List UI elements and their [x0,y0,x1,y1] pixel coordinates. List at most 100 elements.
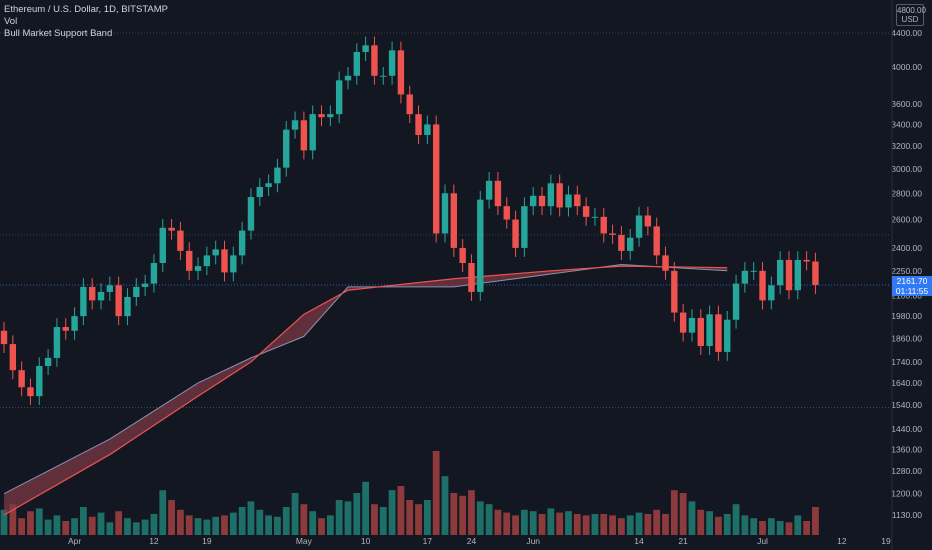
volume-bar [459,495,467,535]
volume-bar [9,504,17,535]
candle-body [530,195,537,207]
candle-body [335,80,343,115]
volume-bar [529,511,537,535]
price-axis[interactable]: 4400.00 4000.00 3600.00 3400.00 3200.00 3000.… [891,28,922,520]
price-tick-label: 1860.00 [891,333,922,343]
volume-bar [618,518,625,535]
volume-bars [0,451,819,535]
candle-body [512,219,519,248]
candle-body [203,255,211,267]
volume-bar [785,522,793,535]
candle-body [97,291,105,301]
candle-body [785,259,793,291]
volume-bar [503,512,511,535]
volume-bar [309,511,317,535]
volume-bar [132,522,140,535]
candle-body [697,317,704,347]
volume-bar [397,486,405,535]
candle-body [477,199,484,292]
time-tick-label: 19 [881,536,891,546]
volume-bar [203,519,211,535]
time-tick-label: Jul [757,536,768,546]
price-tick-label: 1200.00 [891,489,922,499]
time-tick-label: Jun [526,536,540,546]
candle-body [812,261,819,285]
currency-badge[interactable]: 4800.00 USD [896,4,926,26]
price-tick-label: 3400.00 [891,119,922,129]
symbol-title[interactable]: Ethereum / U.S. Dollar, 1D, BITSTAMP [4,4,169,15]
candle-body [591,216,599,218]
candle-body [441,193,449,234]
volume-legend[interactable]: Vol [4,16,18,27]
candle-body [653,226,660,256]
candle-body [62,327,69,331]
candle-body [671,270,678,313]
candle-body [80,286,87,317]
candle-body [724,319,731,352]
volume-bar [212,516,220,535]
indicator-legend[interactable]: Bull Market Support Band [4,28,113,39]
candle-body [159,227,166,264]
volume-bar [582,515,590,535]
candle-body [71,316,78,331]
volume-bar [88,516,96,535]
volume-bar [247,501,255,535]
volume-bar [803,521,811,535]
candle-body [406,94,413,115]
price-tick-label: 1360.00 [891,444,922,454]
volume-bar [423,500,431,535]
candle-body [36,366,43,397]
candle-body [256,186,263,198]
time-tick-label: 14 [634,536,644,546]
candle-body [776,259,784,286]
volume-bar [767,518,775,535]
candle-body [794,259,801,291]
volume-bar [185,515,193,535]
volume-bar [318,518,325,535]
volume-bar [256,509,264,535]
time-tick-label: 17 [423,536,433,546]
candle-body [44,357,52,367]
candle-body [424,124,431,136]
candle-body [715,314,722,352]
candle-body [521,206,528,248]
volume-bar [741,515,749,535]
bar-countdown: 01:11:55 [895,285,929,296]
volume-bar [0,509,8,535]
candle-body [89,286,96,301]
time-tick-label: 12 [837,536,847,546]
volume-bar [653,509,661,535]
candle-body [221,249,228,273]
volume-bar [282,507,290,535]
candle-body [459,247,466,264]
candle-body [450,193,458,248]
time-axis[interactable]: Apr 12 19 May 10 17 24 Jun 14 21 Jul 12 19 [68,536,891,546]
candle-body [582,206,590,217]
currency-top-price: 4800.00 [897,6,926,15]
volume-bar [600,514,608,535]
volume-bar [538,514,546,535]
price-tick-label: 2600.00 [891,215,922,225]
price-tick-label: 4000.00 [891,62,922,72]
candle-body [133,286,140,297]
candle-body [627,237,634,251]
candle-body [485,180,493,200]
volume-bar [750,518,758,535]
price-tick-label: 4400.00 [891,28,922,38]
candle-body [300,120,308,151]
price-tick-label: 1980.00 [891,311,922,321]
volume-bar [476,501,484,535]
price-tick-label: 2400.00 [891,243,922,253]
candle-body [124,296,131,317]
volume-bar [520,509,528,535]
candle-body [344,75,352,81]
candle-body [750,270,757,272]
volume-bar [556,512,564,535]
candle-body [609,233,616,235]
candle-body [115,285,122,317]
volume-bar [626,515,634,535]
candle-body [600,216,607,234]
volume-bar [291,493,299,535]
candle-body [644,215,652,227]
